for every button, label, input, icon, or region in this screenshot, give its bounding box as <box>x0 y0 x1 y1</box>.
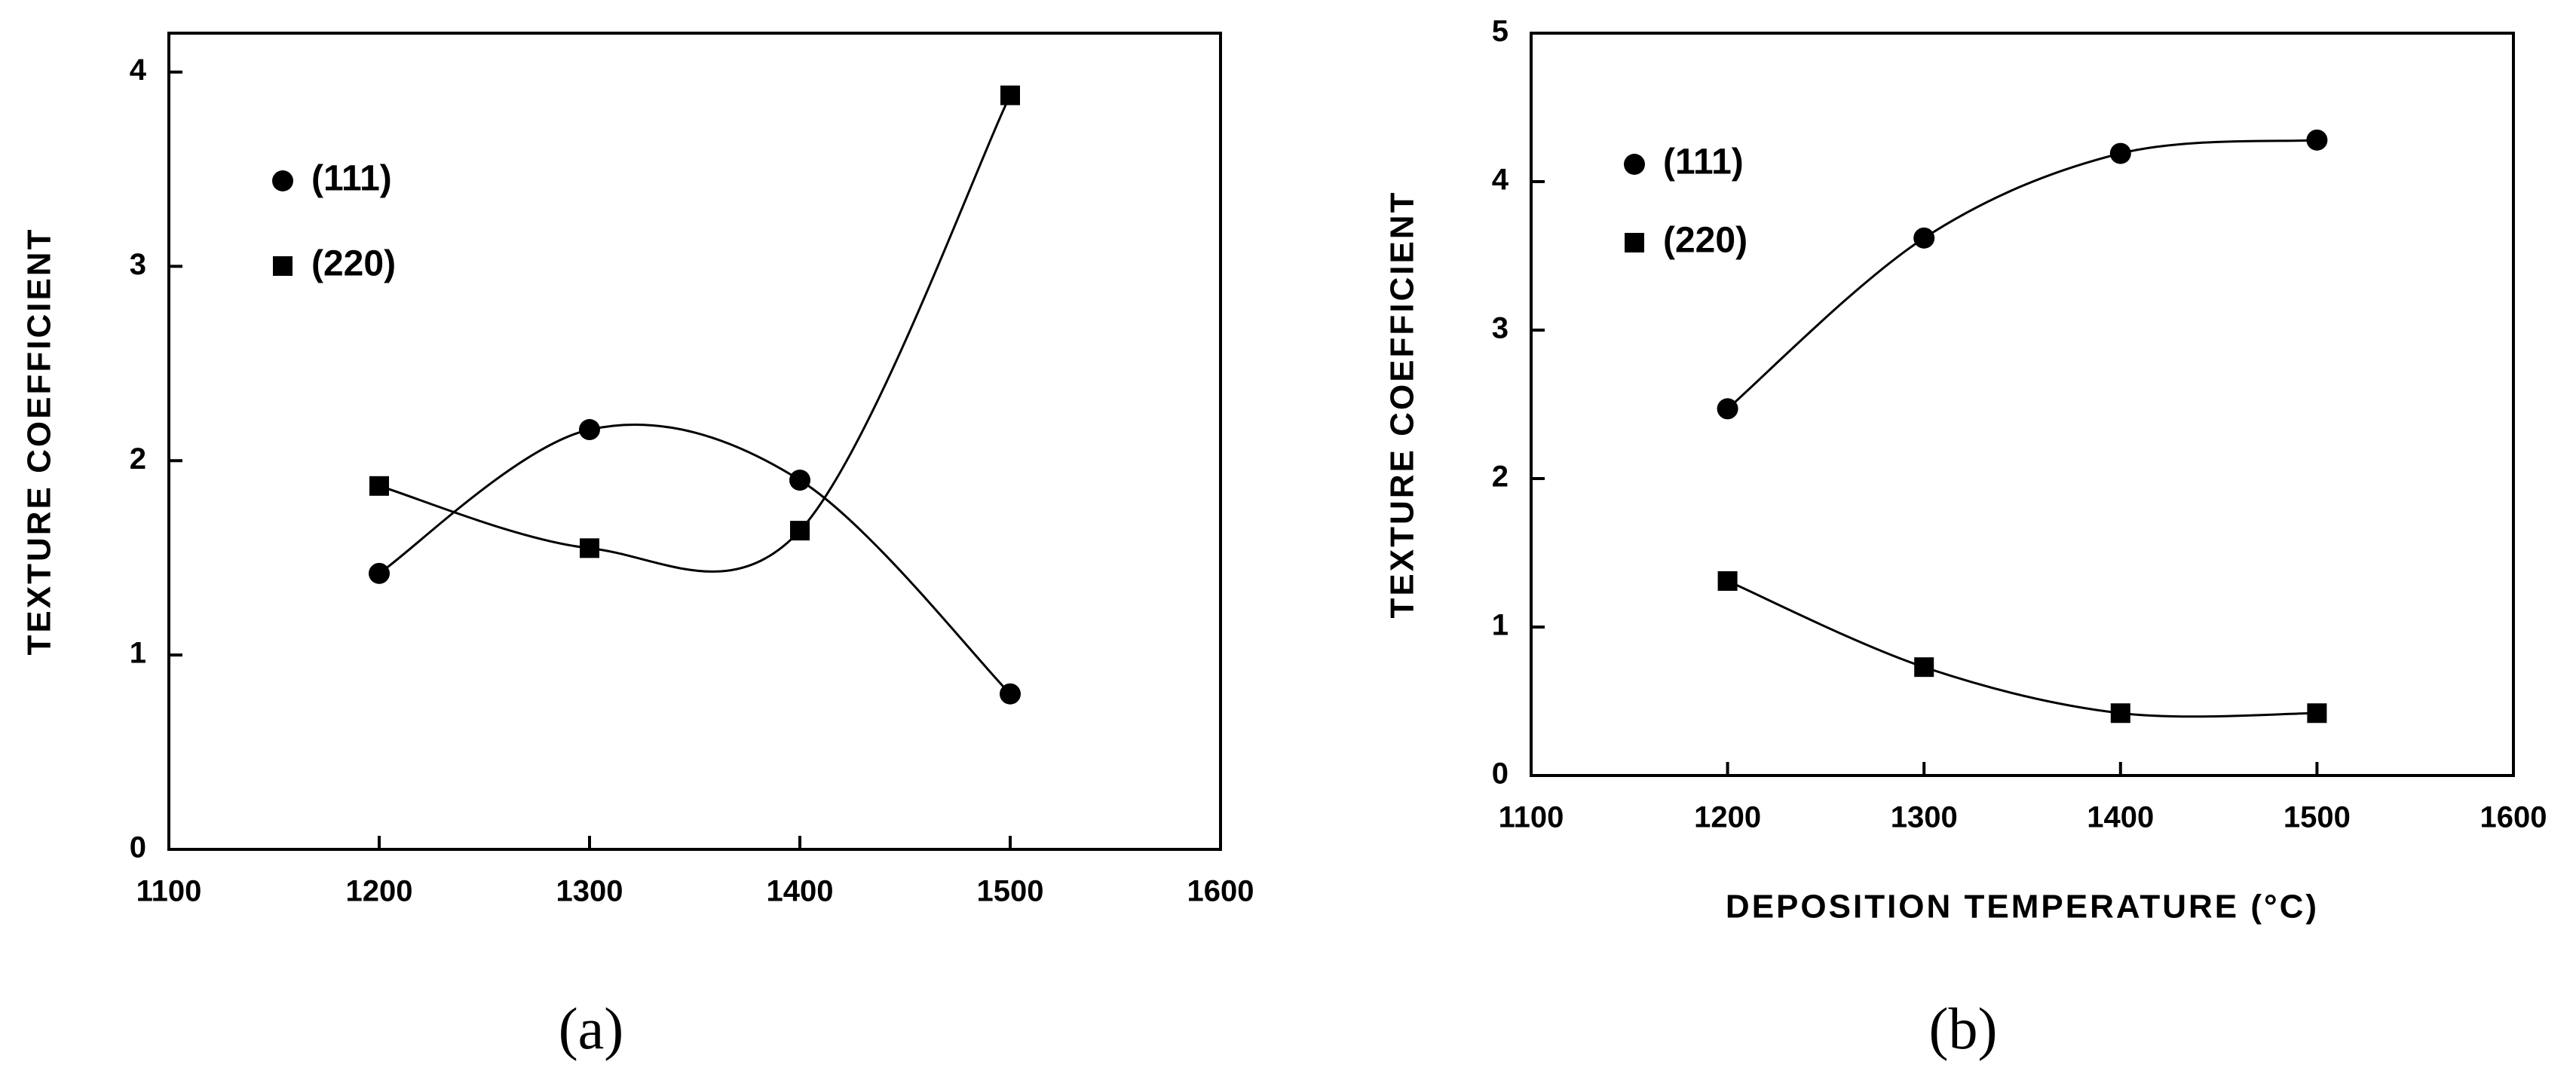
y-tick-label: 2 <box>1492 460 1509 494</box>
plot-frame <box>167 32 1222 851</box>
caption: (a) <box>559 996 624 1061</box>
x-tick-label: 1100 <box>136 875 202 908</box>
x-tick-label: 1300 <box>1891 801 1958 834</box>
y-tick-label: 1 <box>1492 609 1509 642</box>
marker <box>1000 683 1021 705</box>
x-tick-label: 1500 <box>977 875 1044 908</box>
marker <box>369 562 390 584</box>
series-line <box>1726 139 2317 410</box>
legend-marker <box>1625 233 1644 252</box>
y-tick-label: 4 <box>1492 164 1509 197</box>
y-tick-label: 0 <box>1492 757 1509 791</box>
marker <box>1913 227 1935 249</box>
marker <box>1000 85 1020 106</box>
legend-label: (111) <box>1663 142 1744 182</box>
series-line <box>378 94 1012 573</box>
x-tick-label: 1300 <box>556 875 623 908</box>
marker <box>2110 703 2130 724</box>
y-tick-label: 5 <box>1492 15 1509 48</box>
legend-label: (220) <box>311 244 396 284</box>
legend-marker <box>1624 154 1645 175</box>
x-tick-label: 1500 <box>2283 801 2351 834</box>
plot-frame <box>1530 32 2515 777</box>
legend-label: (111) <box>311 159 392 199</box>
marker <box>2306 129 2328 151</box>
series-line <box>1726 580 2317 718</box>
marker <box>580 538 599 558</box>
x-tick-label: 1600 <box>1187 875 1254 908</box>
x-tick-label: 1400 <box>2087 801 2154 834</box>
y-tick-label: 1 <box>130 637 146 670</box>
y-axis-title: TEXTURE COEFFICIENT <box>1384 191 1421 619</box>
y-tick-label: 3 <box>1492 312 1509 345</box>
series-line <box>378 423 1012 695</box>
y-tick-label: 3 <box>130 248 146 281</box>
y-axis-title: TEXTURE COEFFICIENT <box>21 228 58 656</box>
marker <box>2109 142 2131 164</box>
marker <box>789 470 810 491</box>
y-tick-label: 2 <box>130 442 146 476</box>
x-tick-label: 1400 <box>767 875 834 908</box>
y-tick-label: 0 <box>130 831 146 864</box>
legend-marker <box>272 170 293 191</box>
x-tick-label: 1600 <box>2480 801 2547 834</box>
x-tick-label: 1200 <box>346 875 413 908</box>
marker <box>1717 571 1738 591</box>
x-axis-title: DEPOSITION TEMPERATURE (°C) <box>1726 889 2319 925</box>
marker <box>2307 703 2327 724</box>
legend-marker <box>273 256 293 276</box>
marker <box>1717 398 1738 420</box>
marker <box>369 476 389 496</box>
legend-label: (220) <box>1663 221 1747 261</box>
marker <box>1914 657 1934 678</box>
caption: (b) <box>1929 996 1998 1061</box>
y-tick-label: 4 <box>130 54 147 87</box>
marker <box>579 419 600 441</box>
x-tick-label: 1100 <box>1499 801 1564 834</box>
x-tick-label: 1200 <box>1694 801 1761 834</box>
marker <box>790 521 810 541</box>
